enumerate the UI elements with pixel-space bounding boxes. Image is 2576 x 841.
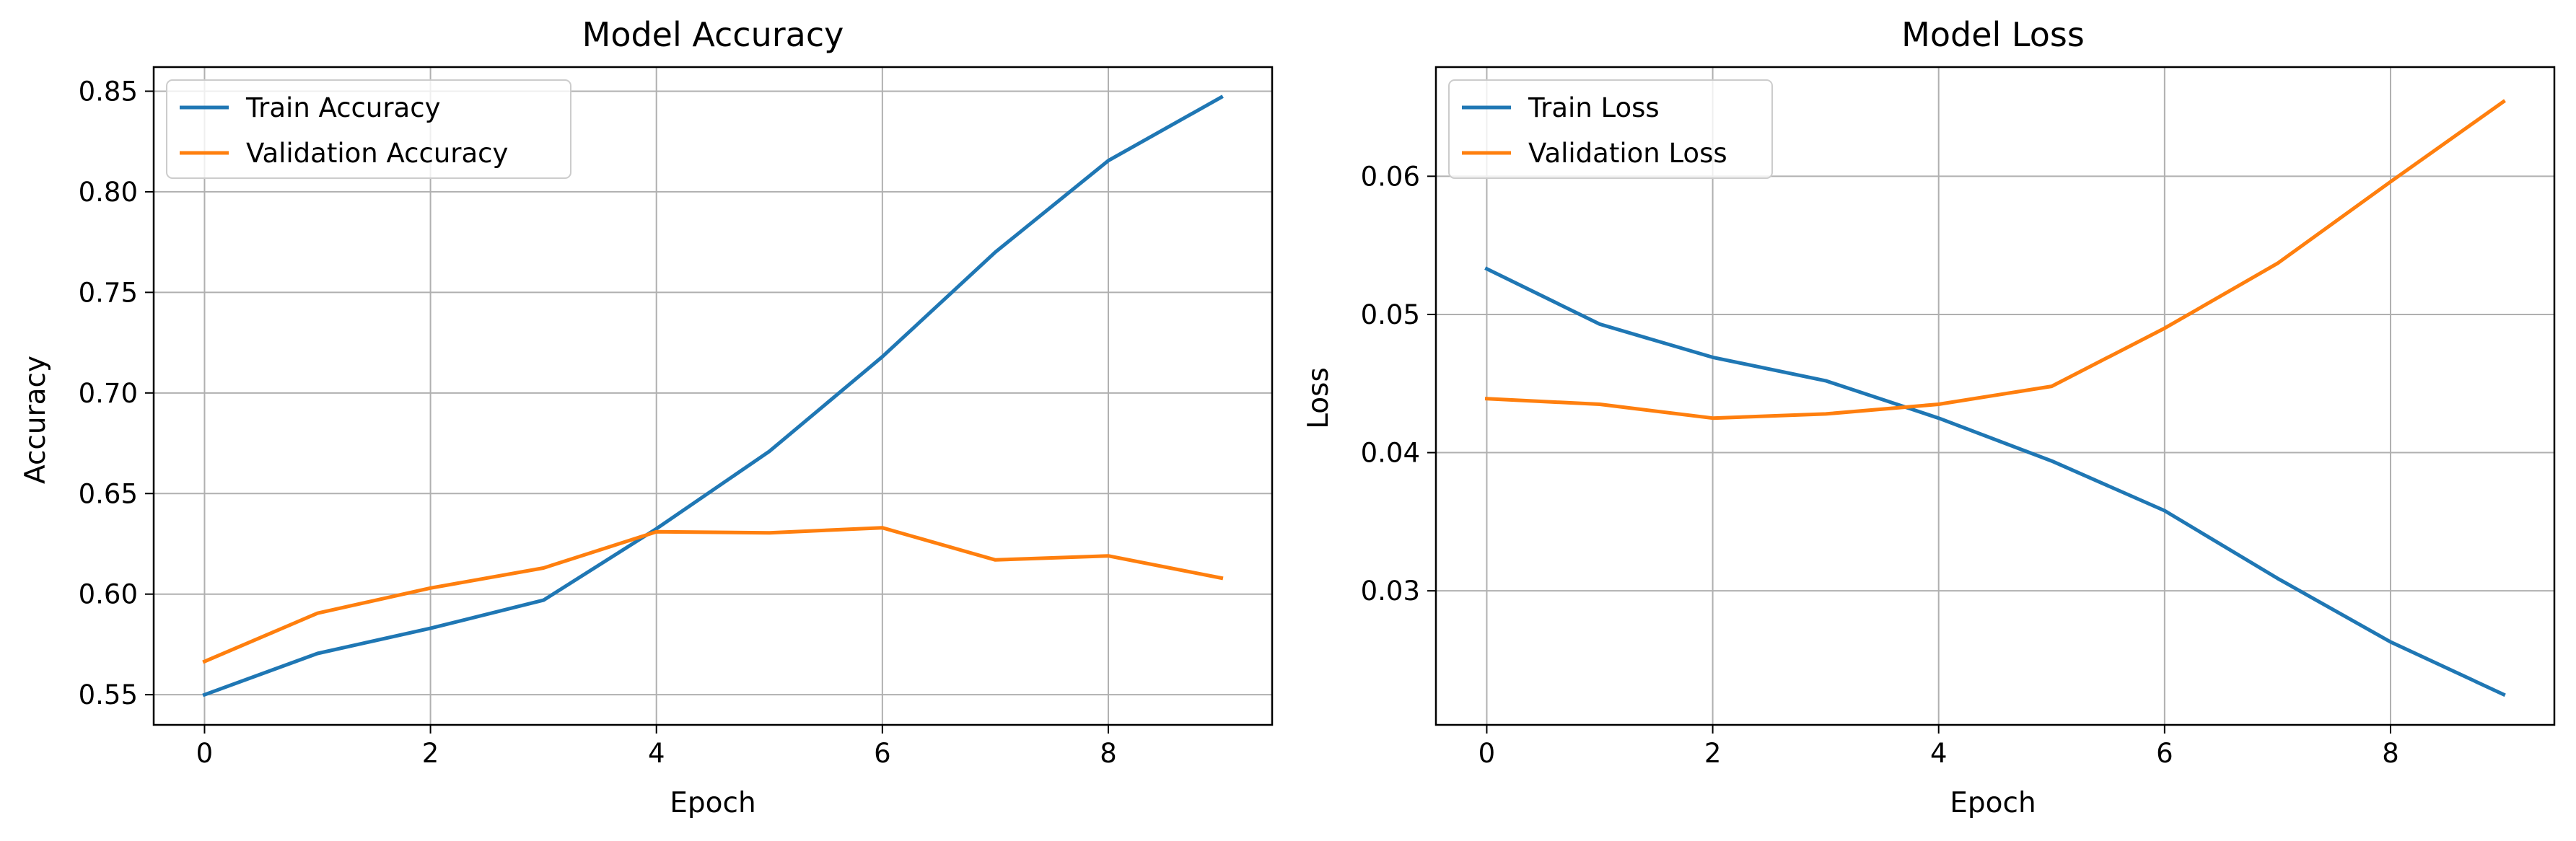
loss-y-tick-label: 0.03 xyxy=(1361,576,1420,607)
loss-series-line-validation xyxy=(1484,99,2506,420)
loss-legend-label: Validation Loss xyxy=(1528,138,1727,169)
accuracy-series-line-train xyxy=(202,94,1224,697)
loss-series-line-train xyxy=(1484,266,2506,697)
accuracy-x-tick-label: 6 xyxy=(874,738,891,769)
loss-legend-label: Train Loss xyxy=(1528,92,1660,123)
loss-x-tick-label: 0 xyxy=(1478,738,1496,769)
loss-x-axis-label: Epoch xyxy=(1950,787,2036,819)
loss-axes-frame xyxy=(1434,66,2556,726)
loss-y-tick-label: 0.05 xyxy=(1361,299,1420,330)
accuracy-series-line-validation xyxy=(202,526,1224,664)
accuracy-x-tick-label: 4 xyxy=(648,738,665,769)
accuracy-axes-frame xyxy=(152,66,1274,726)
loss-x-tick-label: 2 xyxy=(1704,738,1722,769)
loss-chart-title: Model Loss xyxy=(1901,15,2085,54)
accuracy-y-tick-label: 0.70 xyxy=(79,378,138,409)
accuracy-legend-label: Validation Accuracy xyxy=(246,138,508,169)
accuracy-chart-title: Model Accuracy xyxy=(582,15,844,54)
accuracy-x-tick-label: 0 xyxy=(196,738,214,769)
loss-x-tick-label: 8 xyxy=(2382,738,2399,769)
loss-y-axis-label: Loss xyxy=(1302,367,1335,429)
accuracy-y-tick-label: 0.85 xyxy=(79,76,138,107)
accuracy-x-axis-label: Epoch xyxy=(670,787,755,819)
accuracy-y-tick-label: 0.80 xyxy=(79,177,138,208)
accuracy-y-tick-label: 0.55 xyxy=(79,679,138,710)
accuracy-chart-panel: Model Accuracy Epoch Accuracy 0 2 4 6 8 0.55 0… xyxy=(19,15,1274,819)
loss-x-tick-label: 6 xyxy=(2156,738,2173,769)
loss-y-tick-label: 0.06 xyxy=(1361,161,1420,192)
accuracy-y-axis-label: Accuracy xyxy=(19,356,52,484)
accuracy-legend-label: Train Accuracy xyxy=(245,92,440,123)
loss-y-tick-label: 0.04 xyxy=(1361,438,1420,469)
accuracy-x-tick-label: 8 xyxy=(1100,738,1117,769)
loss-chart-panel: Model Loss Epoch Loss 0 2 4 6 8 0.03 0.04 0.05 0… xyxy=(1302,15,2556,819)
loss-legend xyxy=(1448,79,1773,179)
accuracy-y-tick-label: 0.60 xyxy=(79,579,138,610)
accuracy-y-tick-label: 0.75 xyxy=(79,277,138,308)
accuracy-x-tick-label: 2 xyxy=(422,738,439,769)
accuracy-y-tick-label: 0.65 xyxy=(79,478,138,509)
accuracy-legend xyxy=(166,79,571,179)
loss-x-tick-label: 4 xyxy=(1930,738,1948,769)
